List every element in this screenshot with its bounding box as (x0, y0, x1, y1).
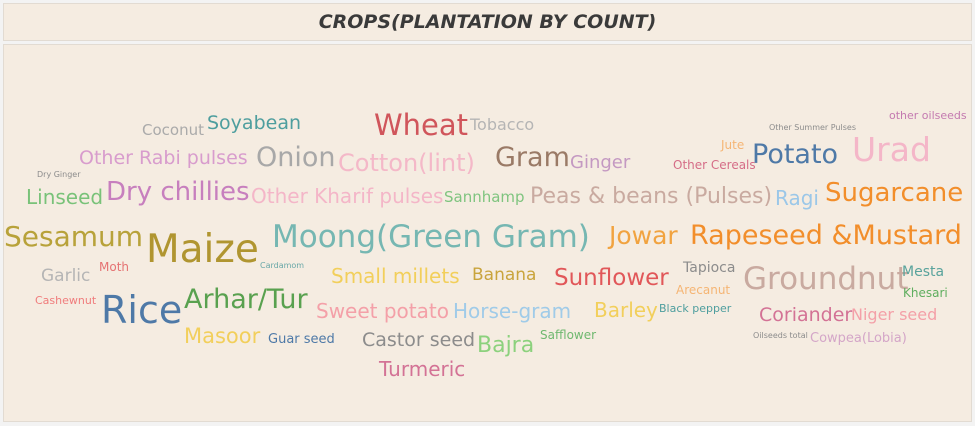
word-ginger[interactable]: Ginger (570, 152, 631, 173)
word-oilseeds-total[interactable]: Oilseeds total (753, 331, 808, 340)
word-garlic[interactable]: Garlic (41, 266, 90, 286)
word-niger-seed[interactable]: Niger seed (851, 305, 937, 324)
word-groundnut[interactable]: Groundnut (743, 261, 908, 297)
word-banana[interactable]: Banana (472, 265, 536, 285)
word-other-cereals[interactable]: Other Cereals (673, 158, 756, 172)
word-coconut[interactable]: Coconut (142, 121, 204, 139)
word-other-oilseeds[interactable]: other oilseeds (889, 109, 967, 122)
word-arecanut[interactable]: Arecanut (676, 283, 730, 297)
word-rice[interactable]: Rice (101, 288, 182, 332)
word-cloud: other oilseeds Coconut Soyabean Wheat Tobacc… (4, 108, 967, 381)
word-barley[interactable]: Barley (594, 298, 658, 322)
word-ragi[interactable]: Ragi (775, 186, 819, 210)
word-onion[interactable]: Onion (256, 142, 336, 173)
word-cotton-lint[interactable]: Cotton(lint) (338, 149, 475, 177)
word-cowpea-lobia[interactable]: Cowpea(Lobia) (810, 331, 907, 346)
word-maize[interactable]: Maize (146, 227, 259, 272)
word-mesta[interactable]: Mesta (902, 264, 944, 280)
word-castor-seed[interactable]: Castor seed (362, 329, 475, 351)
word-gram[interactable]: Gram (495, 142, 570, 173)
word-black-pepper[interactable]: Black pepper (659, 302, 732, 315)
word-sannhamp[interactable]: Sannhamp (444, 188, 525, 206)
word-arhar-tur[interactable]: Arhar/Tur (184, 284, 308, 315)
word-tapioca[interactable]: Tapioca (682, 260, 735, 276)
word-rapeseed-mustard[interactable]: Rapeseed &Mustard (690, 220, 962, 251)
word-small-millets[interactable]: Small millets (331, 264, 460, 288)
word-tobacco[interactable]: Tobacco (469, 115, 534, 134)
word-sesamum[interactable]: Sesamum (4, 220, 143, 253)
word-masoor[interactable]: Masoor (184, 324, 261, 348)
word-sugarcane[interactable]: Sugarcane (825, 178, 963, 208)
word-turmeric[interactable]: Turmeric (378, 357, 465, 381)
word-wheat[interactable]: Wheat (374, 108, 468, 142)
chart-title-bar: CROPS(PLANTATION BY COUNT) (3, 3, 972, 41)
word-cloud-panel: other oilseeds Coconut Soyabean Wheat Tobacc… (3, 44, 972, 422)
word-khesari[interactable]: Khesari (903, 286, 948, 300)
word-moth[interactable]: Moth (99, 260, 129, 274)
word-other-kharif-pulses[interactable]: Other Kharif pulses (251, 184, 443, 208)
word-horse-gram[interactable]: Horse-gram (453, 299, 571, 323)
word-dry-chillies[interactable]: Dry chillies (106, 177, 250, 207)
word-urad[interactable]: Urad (852, 130, 931, 169)
word-other-rabi-pulses[interactable]: Other Rabi pulses (79, 147, 248, 169)
word-potato[interactable]: Potato (752, 139, 838, 170)
word-sweet-potato[interactable]: Sweet potato (316, 299, 449, 323)
word-cashewnut[interactable]: Cashewnut (35, 294, 97, 307)
word-cardamom[interactable]: Cardamom (260, 261, 304, 270)
word-bajra[interactable]: Bajra (477, 333, 534, 358)
chart-title: CROPS(PLANTATION BY COUNT) (318, 11, 657, 33)
word-moong-green-gram[interactable]: Moong(Green Gram) (272, 219, 590, 255)
word-dry-ginger[interactable]: Dry Ginger (37, 170, 81, 179)
word-other-summer-pulses[interactable]: Other Summer Pulses (769, 123, 856, 132)
word-guar-seed[interactable]: Guar seed (268, 332, 335, 347)
word-sunflower[interactable]: Sunflower (554, 265, 669, 291)
word-linseed[interactable]: Linseed (26, 185, 103, 209)
word-safflower[interactable]: Safflower (540, 328, 596, 342)
word-coriander[interactable]: Coriander (759, 304, 852, 326)
word-soyabean[interactable]: Soyabean (207, 112, 301, 134)
word-peas-beans-pulses[interactable]: Peas & beans (Pulses) (530, 184, 772, 209)
word-jowar[interactable]: Jowar (607, 221, 678, 250)
word-jute[interactable]: Jute (720, 138, 744, 152)
